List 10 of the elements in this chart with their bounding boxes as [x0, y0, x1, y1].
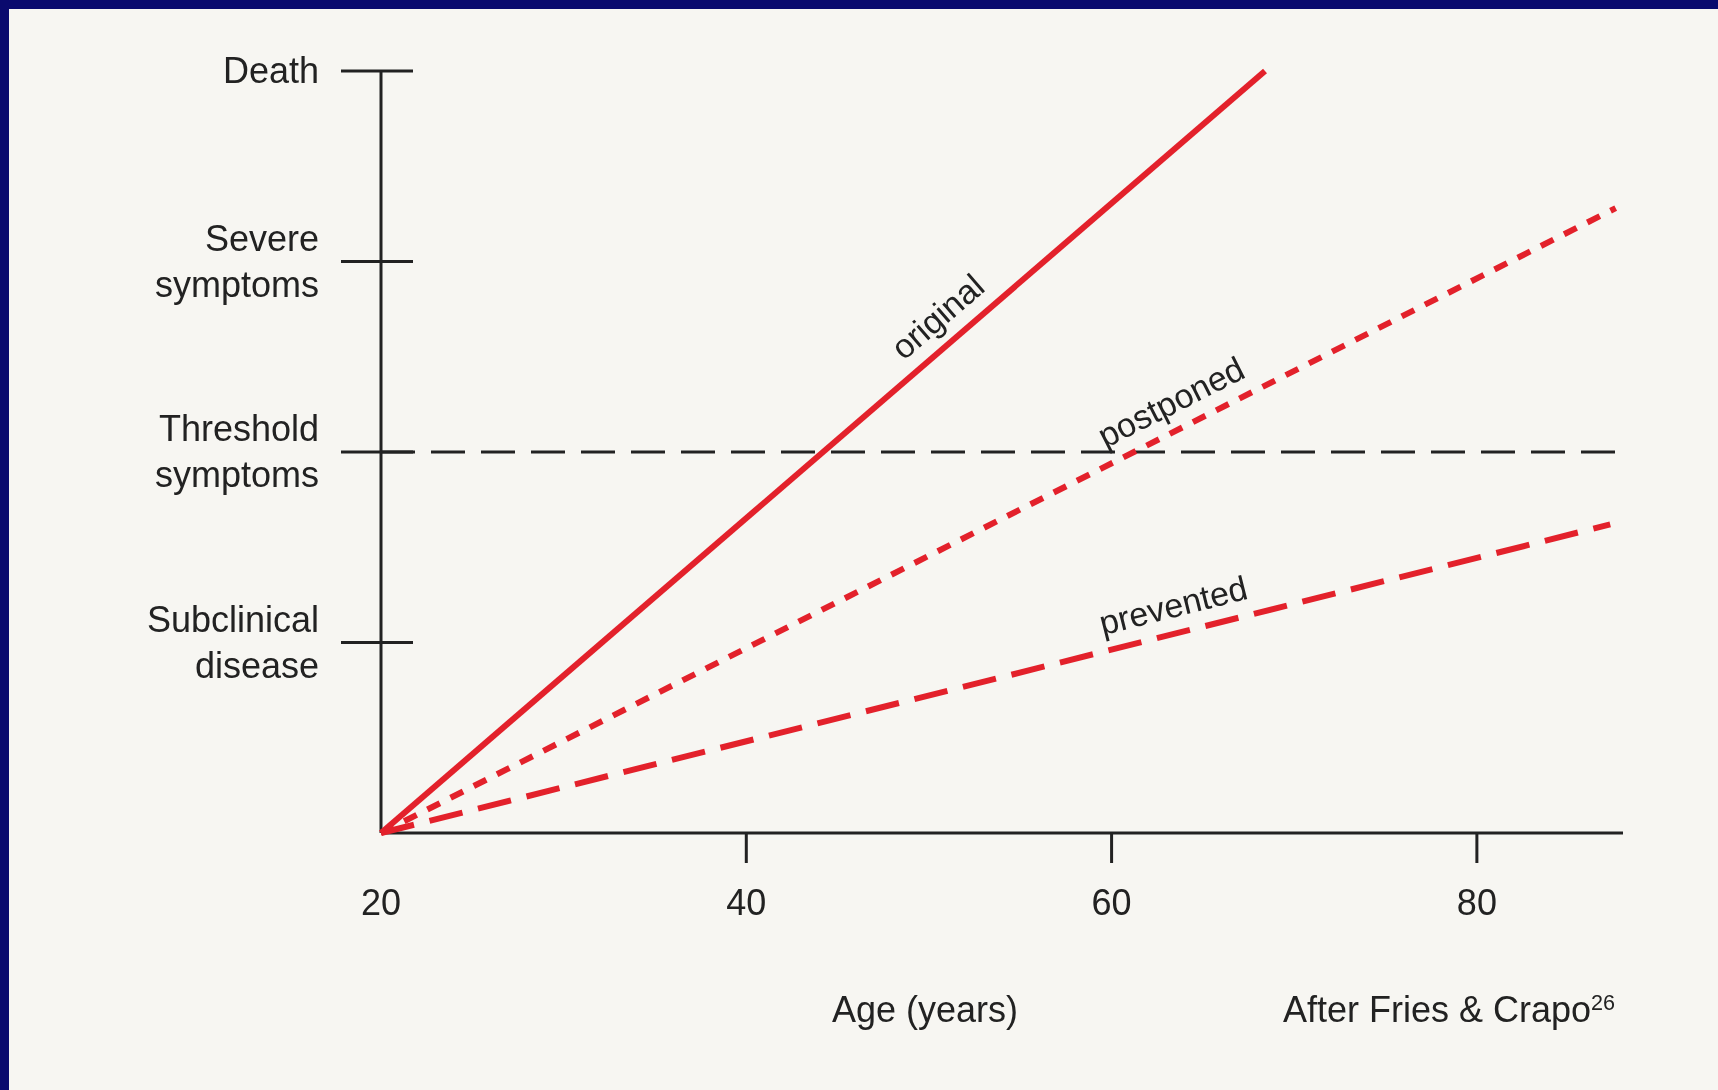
text: After Fries & Crapo$^{26}$	[1282, 989, 1615, 1030]
x-tick-label: 40	[726, 882, 767, 923]
x-tick-label: 80	[1456, 882, 1497, 923]
text: Threshold symptoms	[154, 408, 319, 495]
text: Death	[222, 50, 319, 91]
text: Severe symptoms	[154, 217, 319, 305]
x-tick-label: 60	[1091, 882, 1132, 923]
x-axis-title: Age (years)	[831, 989, 1019, 1030]
text: Subclinical disease	[146, 598, 319, 686]
x-tick-label: 20	[360, 882, 402, 923]
